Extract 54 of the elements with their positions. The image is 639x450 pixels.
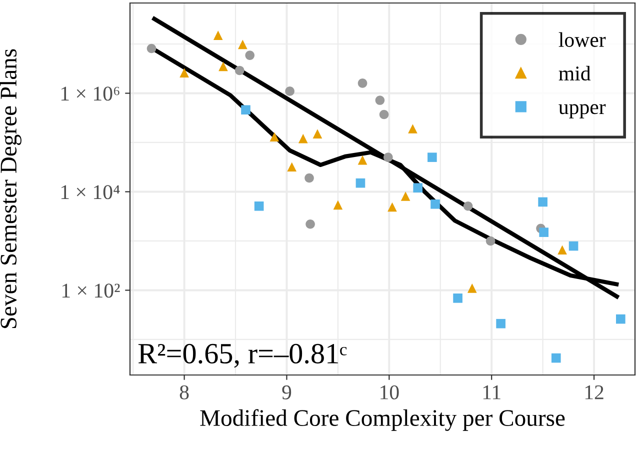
point: [218, 62, 228, 72]
point: [306, 219, 315, 229]
point: [333, 200, 343, 210]
point: [254, 201, 264, 211]
point: [245, 50, 255, 60]
point: [375, 96, 385, 105]
x-tick-label: 11: [483, 385, 500, 400]
point: [486, 236, 496, 246]
point: [213, 30, 223, 40]
point: [558, 245, 567, 255]
legend-label: lower: [558, 32, 606, 47]
point: [568, 241, 578, 251]
point: [180, 68, 189, 78]
point: [241, 105, 250, 115]
point: [383, 152, 393, 162]
point: [430, 199, 440, 209]
point: [428, 152, 437, 162]
point: [453, 294, 462, 303]
point: [358, 78, 368, 88]
point: [298, 134, 308, 144]
point: [400, 192, 410, 201]
point: [312, 129, 322, 138]
legend-label: upper: [558, 104, 606, 118]
point: [287, 162, 297, 172]
point: [238, 40, 248, 50]
x-axis-title: Modified Core Complexity per Course: [200, 409, 565, 431]
x-tick-label: 9: [282, 385, 292, 400]
point: [270, 132, 280, 142]
y-tick-label: 1 × 10⁶: [61, 86, 120, 101]
y-axis-title: Seven Semester Degree Plans: [0, 49, 22, 328]
point: [234, 66, 244, 76]
point: [538, 197, 548, 207]
point: [413, 183, 422, 192]
y-tick-label: 1 × 10²: [62, 284, 120, 298]
x-tick-label: 12: [585, 385, 604, 400]
point: [358, 155, 368, 165]
point: [539, 228, 548, 237]
point: [551, 353, 561, 363]
point: [285, 86, 294, 96]
legend-label: mid: [558, 66, 591, 81]
x-tick-label: 8: [180, 385, 189, 400]
point: [616, 314, 626, 324]
annotation: R²=0.65, r=–0.81ᶜ: [138, 344, 347, 368]
point: [496, 318, 506, 328]
point: [379, 110, 389, 120]
point: [304, 173, 314, 183]
point: [356, 178, 366, 188]
y-tick-label: 1 × 10⁴: [61, 185, 120, 200]
point: [467, 284, 477, 293]
x-tick-label: 10: [380, 385, 399, 400]
point: [463, 201, 473, 211]
point: [408, 124, 418, 134]
point: [146, 44, 156, 54]
point: [388, 202, 397, 212]
